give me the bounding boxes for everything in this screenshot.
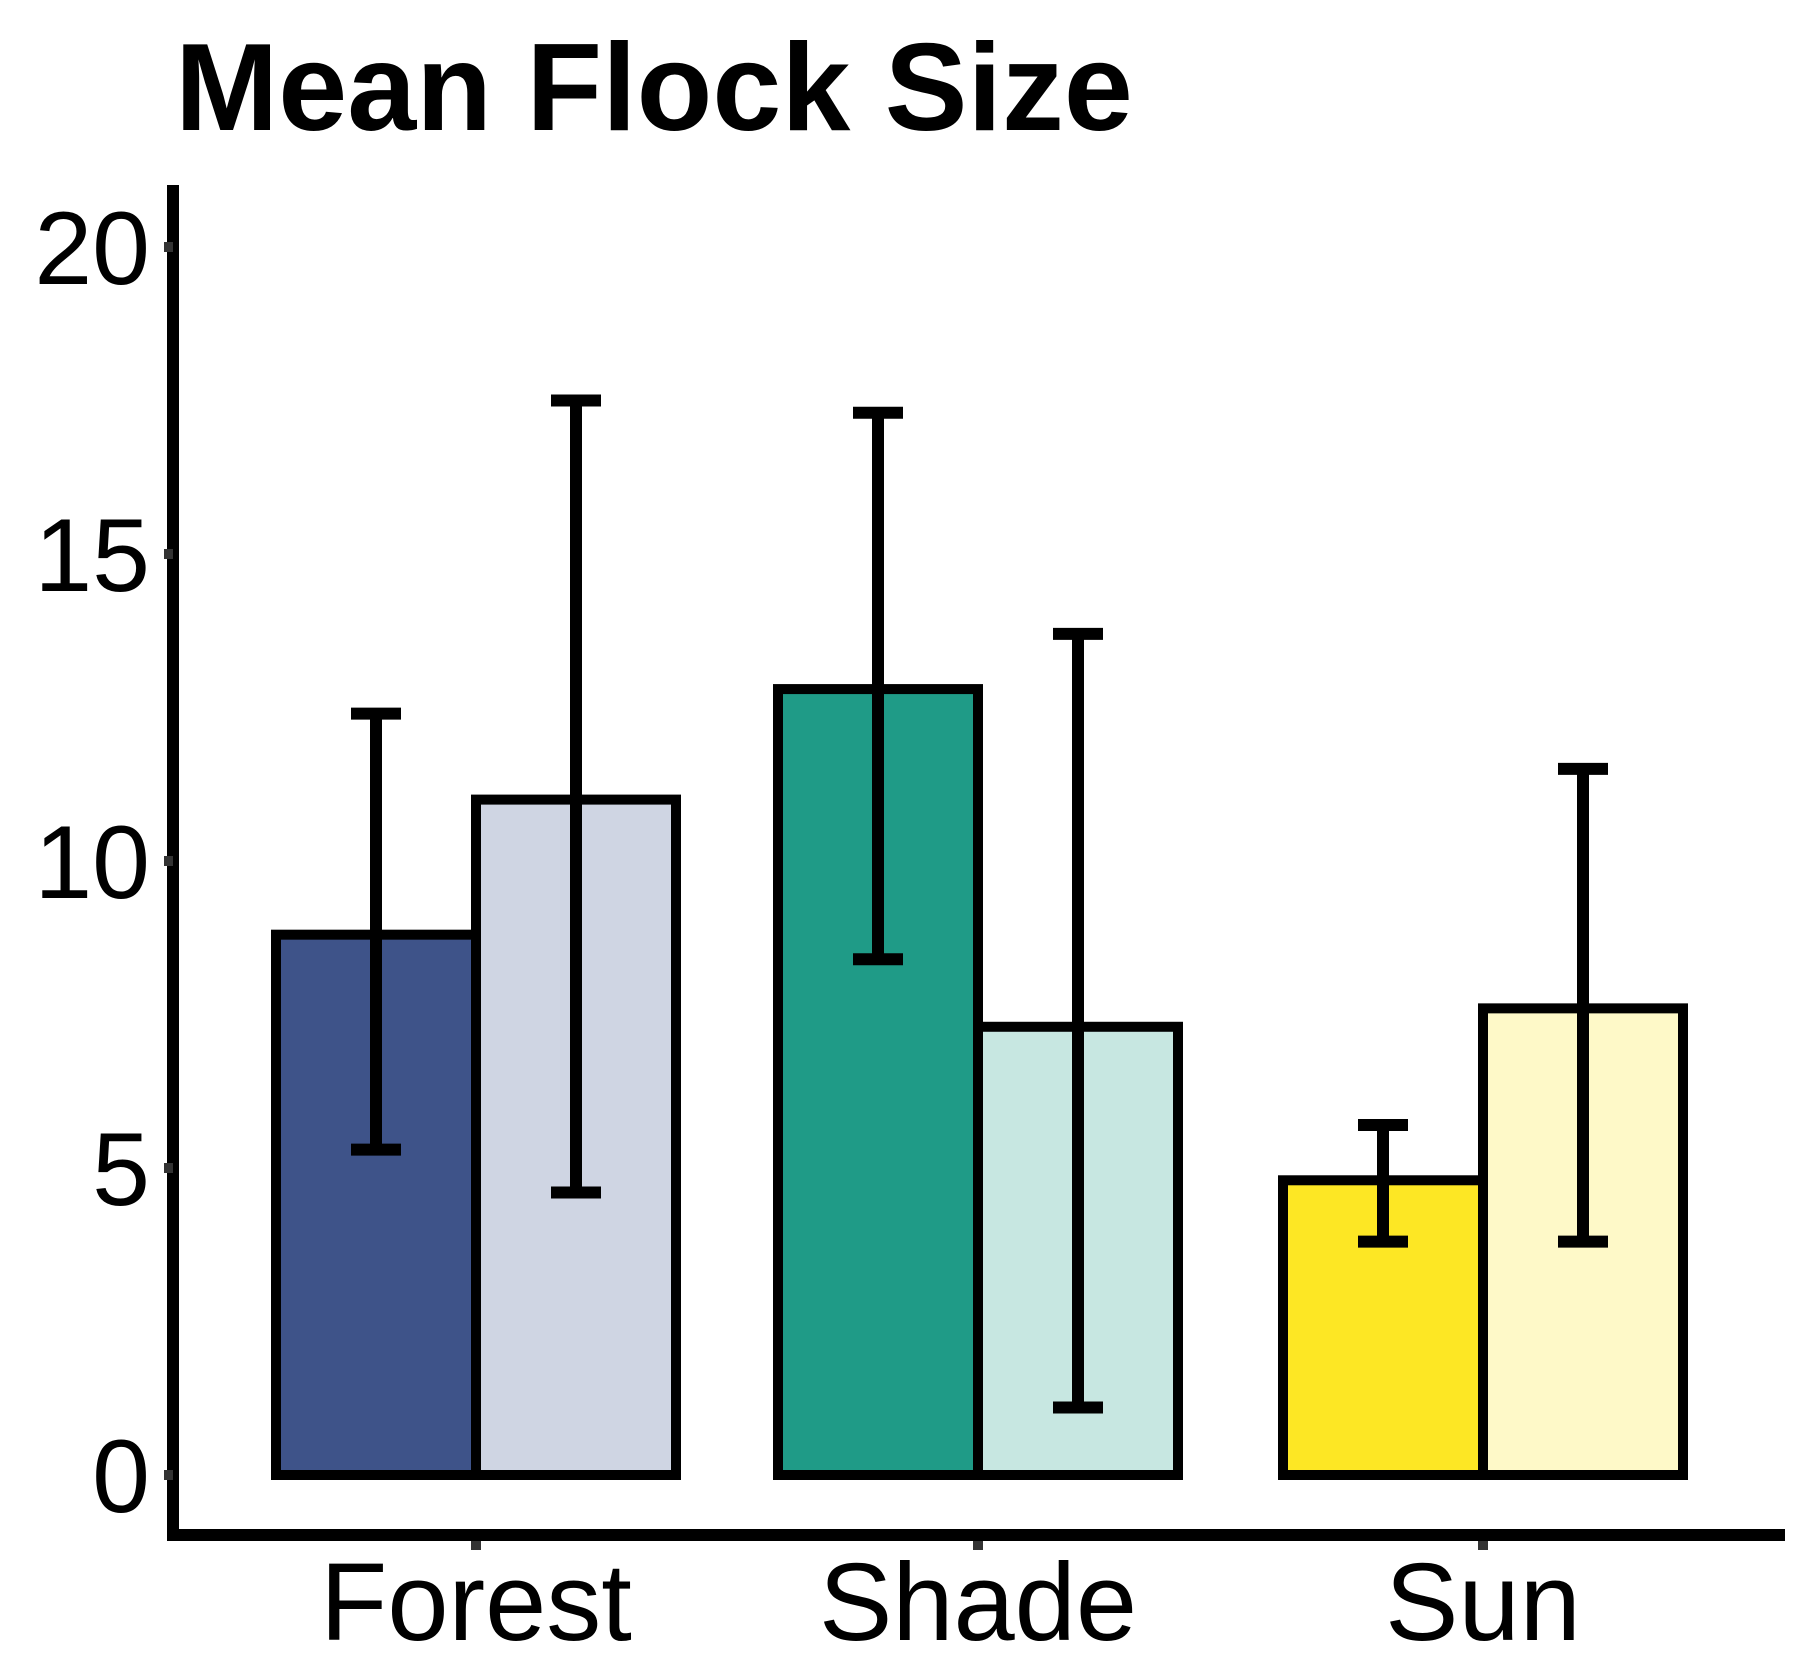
error-bars-layer [351,394,1608,1414]
y-tick-label: 20 [34,191,150,307]
error-bar-shade-1 [853,406,903,966]
x-tick-label-sun: Sun [1385,1541,1581,1664]
x-tick-label-shade: Shade [819,1541,1137,1664]
y-tick-label: 10 [34,805,150,921]
error-bar-shade-2 [1053,627,1103,1414]
x-ticks: Forest Shade Sun [320,1541,1581,1664]
error-bar-forest-2 [551,394,601,1199]
y-tick-label: 0 [92,1419,150,1535]
y-ticks: 0 5 10 15 20 [34,191,173,1535]
bars-layer [271,684,1688,1481]
y-tick-label: 15 [34,498,150,614]
y-tick-label: 5 [92,1112,150,1228]
x-tick-label-forest: Forest [320,1541,632,1664]
error-bar-sun-1 [1358,1119,1408,1248]
chart-title: Mean Flock Size [175,19,1133,157]
error-bar-forest-1 [351,707,401,1156]
error-bar-sun-2 [1558,762,1608,1248]
